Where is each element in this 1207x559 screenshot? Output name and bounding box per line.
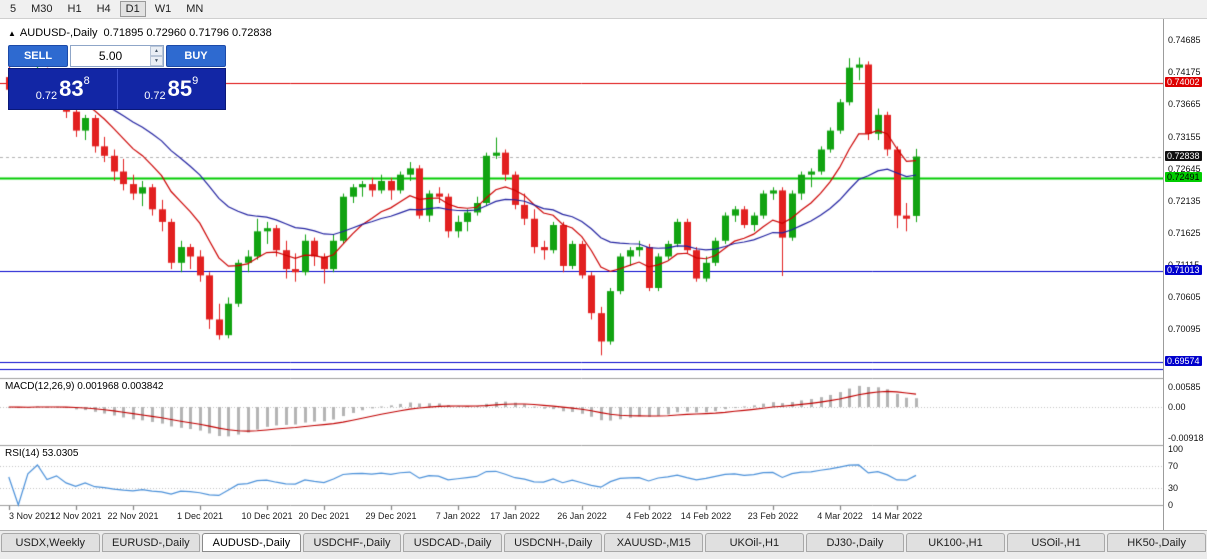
- hline-price-label: 0.74002: [1165, 77, 1202, 87]
- chart-ohlc-header: ▲ AUDUSD-,Daily 0.71895 0.72960 0.71796 0.…: [8, 27, 272, 39]
- sell-price-prefix: 0.72: [35, 90, 58, 102]
- timeframe-mn-button[interactable]: MN: [180, 1, 209, 17]
- indicator-tick-label: 70: [1168, 461, 1179, 471]
- timeframe-m30-button[interactable]: M30: [25, 1, 58, 17]
- time-axis-label: 4 Feb 2022: [626, 511, 672, 521]
- one-click-trading-panel: SELL 5.00 ▲ ▼ BUY 0.72 83 8: [8, 45, 226, 110]
- time-axis-label: 4 Mar 2022: [817, 511, 863, 521]
- buy-price-prefix: 0.72: [144, 90, 166, 102]
- chart-tab-usdchf[interactable]: USDCHF-,Daily: [302, 533, 402, 552]
- chart-tab-usoil[interactable]: USOil-,H1: [1006, 533, 1106, 552]
- timeframe-toolbar: 5 M30 H1 H4 D1 W1 MN: [0, 0, 1207, 19]
- buy-button[interactable]: BUY: [166, 45, 226, 67]
- chart-tab-uk100[interactable]: UK100-,H1: [906, 533, 1005, 552]
- hline-price-label: 0.69574: [1165, 356, 1202, 366]
- chart-window: ▲ AUDUSD-,Daily 0.71895 0.72960 0.71796 0.…: [0, 19, 1207, 530]
- one-click-collapse-icon[interactable]: ▲: [8, 29, 16, 38]
- time-axis-label: 12 Nov 2021: [50, 511, 102, 521]
- time-axis-label: 14 Feb 2022: [680, 511, 732, 521]
- time-axis-label: 29 Dec 2021: [365, 511, 417, 521]
- timeframe-d1-button[interactable]: D1: [119, 1, 146, 17]
- chart-tab-ukoil[interactable]: UKOil-,H1: [705, 533, 804, 552]
- buy-price-sup: 9: [192, 75, 199, 87]
- volume-increase-button[interactable]: ▲: [150, 46, 163, 56]
- hline-price-label: 0.71013: [1165, 265, 1202, 275]
- time-axis-label: 1 Dec 2021: [176, 511, 224, 521]
- sell-price-big: 83: [59, 76, 84, 101]
- price-tick-label: 0.70095: [1168, 324, 1201, 334]
- time-axis-label: 17 Jan 2022: [490, 511, 540, 521]
- time-axis-label: 26 Jan 2022: [557, 511, 607, 521]
- sell-price[interactable]: 0.72 83 8: [9, 69, 117, 109]
- chart-tab-bar: USDX,Weekly EURUSD-,Daily AUDUSD-,Daily …: [0, 530, 1207, 559]
- price-tick-label: 0.74685: [1168, 35, 1201, 45]
- chart-tab-usdcad[interactable]: USDCAD-,Daily: [403, 533, 502, 552]
- buy-price-big: 85: [167, 76, 193, 101]
- macd-header: MACD(12,26,9) 0.001968 0.003842: [5, 381, 164, 392]
- indicator-tick-label: 0: [1168, 500, 1174, 510]
- timeframe-w1-button[interactable]: W1: [149, 1, 178, 17]
- one-click-prices: 0.72 83 8 0.72 85 9: [8, 68, 226, 110]
- chart-tab-xauusd[interactable]: XAUUSD-,M15: [604, 533, 704, 552]
- indicator-tick-label: 0.00585: [1168, 382, 1201, 392]
- chart-tab-usdcnh[interactable]: USDCNH-,Daily: [503, 533, 603, 552]
- indicator-tick-label: -0.00918: [1168, 433, 1204, 443]
- price-tick-label: 0.72135: [1168, 196, 1201, 206]
- time-axis-label: 7 Jan 2022: [435, 511, 481, 521]
- chart-tab-usdx[interactable]: USDX,Weekly: [1, 533, 100, 552]
- buy-price[interactable]: 0.72 85 9: [118, 69, 226, 109]
- timeframe-h1-button[interactable]: H1: [62, 1, 88, 17]
- chart-symbol-label: AUDUSD-,Daily: [19, 27, 98, 39]
- chart-tab-audusd[interactable]: AUDUSD-,Daily: [202, 533, 301, 552]
- time-axis-label: 10 Dec 2021: [241, 511, 293, 521]
- indicator-tick-label: 30: [1168, 483, 1179, 493]
- one-click-controls-row: SELL 5.00 ▲ ▼ BUY: [8, 45, 226, 67]
- time-axis-label: 3 Nov 2021: [9, 511, 56, 521]
- price-divider: [116, 69, 118, 109]
- current-price-label: 0.72838: [1165, 151, 1202, 161]
- timeframe-m5-button[interactable]: 5: [4, 1, 22, 17]
- sell-button[interactable]: SELL: [8, 45, 68, 67]
- volume-spin-buttons: ▲ ▼: [150, 46, 163, 66]
- time-axis-label: 22 Nov 2021: [107, 511, 159, 521]
- chart-tab-hk50[interactable]: HK50-,Daily: [1107, 533, 1206, 552]
- price-tick-label: 0.73155: [1168, 132, 1201, 142]
- indicator-tick-label: 100: [1168, 444, 1184, 454]
- price-tick-label: 0.74175: [1168, 67, 1201, 77]
- hline-price-label: 0.72491: [1165, 172, 1202, 182]
- price-tick-label: 0.73665: [1168, 99, 1201, 109]
- timeframe-h4-button[interactable]: H4: [91, 1, 117, 17]
- rsi-header: RSI(14) 53.0305: [5, 448, 79, 459]
- indicator-tick-label: 0.00: [1168, 402, 1186, 412]
- volume-stepper[interactable]: 5.00 ▲ ▼: [70, 45, 164, 67]
- chart-ohlc-values: 0.71895 0.72960 0.71796 0.72838: [103, 27, 272, 39]
- price-tick-label: 0.71625: [1168, 228, 1201, 238]
- chart-tab-dj30[interactable]: DJ30-,Daily: [805, 533, 905, 552]
- time-axis-label: 23 Feb 2022: [747, 511, 799, 521]
- price-scale[interactable]: 0.74685 0.74175 0.73665 0.73155 0.72645 0.721…: [1163, 19, 1207, 530]
- sell-price-sup: 8: [83, 75, 90, 87]
- chart-tab-eurusd[interactable]: EURUSD-,Daily: [101, 533, 201, 552]
- volume-decrease-button[interactable]: ▼: [150, 56, 163, 66]
- price-tick-label: 0.72645: [1168, 164, 1201, 174]
- price-tick-label: 0.70605: [1168, 292, 1201, 302]
- time-axis-label: 14 Mar 2022: [871, 511, 923, 521]
- time-axis[interactable]: 3 Nov 2021 12 Nov 2021 22 Nov 2021 1 Dec 20…: [0, 507, 1163, 529]
- volume-value[interactable]: 5.00: [98, 49, 123, 63]
- time-axis-label: 20 Dec 2021: [298, 511, 350, 521]
